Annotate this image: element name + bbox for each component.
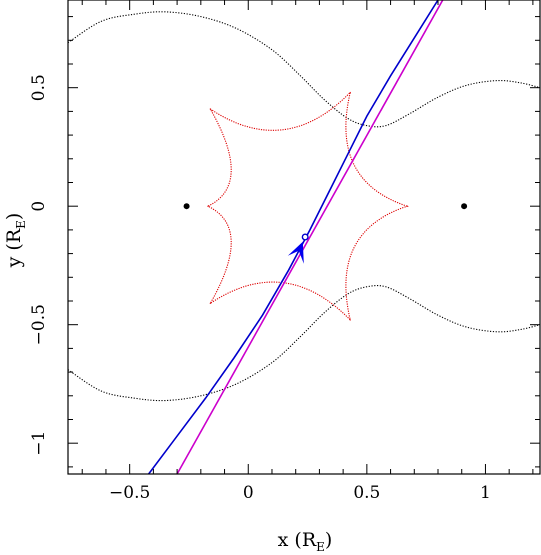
critical-curve-lower <box>68 285 540 402</box>
x-tick-label: 0.5 <box>353 483 380 503</box>
x-tick-label: −0.5 <box>109 483 150 503</box>
axis-ticks: −0.5 0 0.5 1 −1 −0.5 0 0.5 <box>29 0 540 503</box>
lens-mass-2 <box>461 203 468 210</box>
plot-area <box>68 0 540 474</box>
trajectory-series-0 <box>148 0 439 474</box>
caustic-cusp-5 <box>349 319 351 321</box>
critical-curve <box>68 11 540 402</box>
y-tick-label: −1 <box>29 431 49 456</box>
trajectory-series-1 <box>176 0 444 474</box>
y-tick-label: −0.5 <box>29 304 49 345</box>
x-tick-label: 0 <box>243 483 254 503</box>
plot-frame <box>67 0 541 475</box>
trajectory-lines <box>148 0 444 474</box>
caustic-cusp-3 <box>207 205 209 207</box>
x-tick-label: 1 <box>480 483 491 503</box>
caustic-curve <box>206 90 409 322</box>
caustic-cusp-0 <box>406 205 408 207</box>
caustic-cusp-1 <box>349 91 351 94</box>
source-position-marker <box>301 233 309 241</box>
caustic-cusp-2 <box>209 108 211 110</box>
x-axis-label: x (RE) <box>278 529 333 554</box>
caustic-cusp-4 <box>209 302 211 304</box>
markers <box>183 203 468 264</box>
lens-mass-1 <box>183 203 190 210</box>
y-axis-label: y (RE) <box>3 213 28 269</box>
direction-arrow <box>287 241 304 264</box>
critical-curve-upper <box>68 11 540 128</box>
y-tick-label: 0 <box>29 201 49 212</box>
y-tick-label: 0.5 <box>29 74 49 101</box>
